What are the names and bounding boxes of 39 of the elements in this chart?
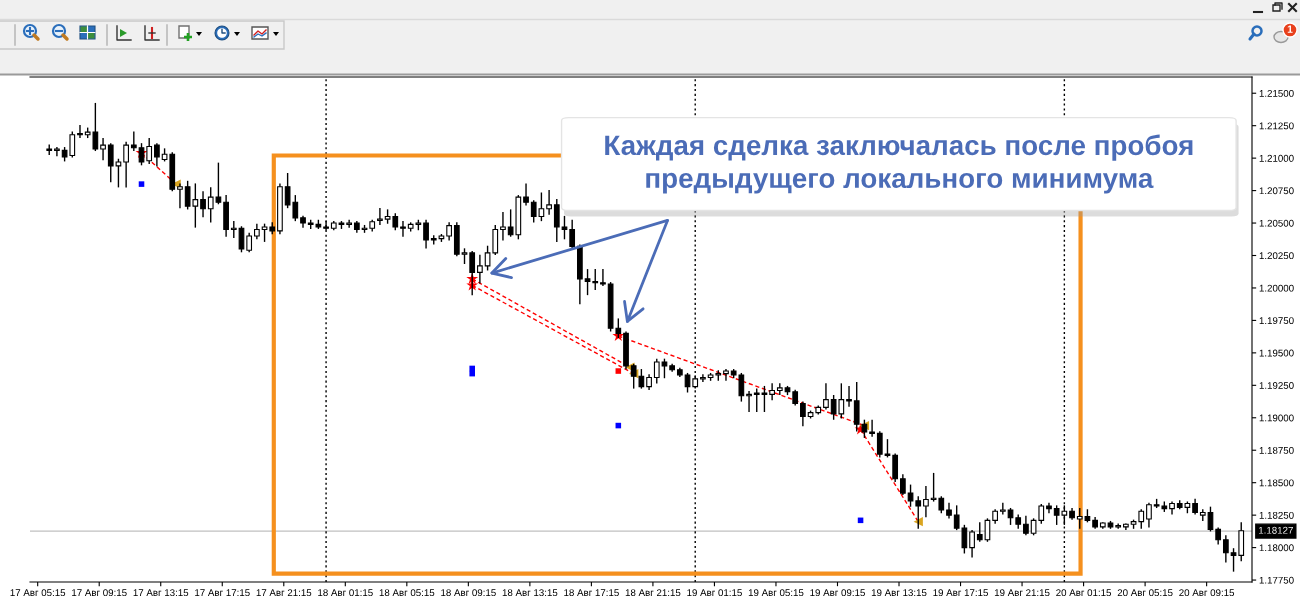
- y-tick-label: 1.20000: [1259, 284, 1294, 292]
- y-tick-label: 1.18500: [1259, 479, 1294, 487]
- x-tick-label: 17 Авг 21:15: [256, 589, 312, 597]
- x-tick-label: 19 Авг 13:15: [871, 589, 927, 597]
- x-tick-label: 18 Авг 13:15: [502, 589, 558, 597]
- x-tick-label: 17 Авг 13:15: [133, 589, 189, 597]
- ref-line-label: 1.18127: [1258, 526, 1293, 534]
- x-tick-label: 18 Авг 09:15: [441, 589, 496, 597]
- x-tick-label: 17 Авг 05:15: [10, 589, 66, 597]
- x-tick-label: 20 Авг 09:15: [1179, 589, 1235, 597]
- x-tick-label: 18 Авг 21:15: [625, 589, 681, 597]
- x-tick-label: 18 Авг 05:15: [379, 589, 435, 597]
- x-tick-label: 19 Авг 05:15: [748, 589, 804, 597]
- annotation: Каждая сделка заключалась после пробоя предыдущего локального минимума: [605, 134, 1193, 194]
- x-tick-label: 19 Авг 17:15: [933, 589, 988, 597]
- y-tick-label: 1.21250: [1259, 122, 1294, 130]
- y-tick-label: 1.18750: [1259, 446, 1294, 454]
- x-tick-label: 19 Авг 21:15: [994, 589, 1050, 597]
- y-tick-label: 1.19500: [1259, 349, 1294, 357]
- y-tick-label: 1.20250: [1259, 252, 1294, 260]
- x-tick-label: 19 Авг 01:15: [687, 589, 742, 597]
- x-tick-label: 17 Авг 17:15: [195, 589, 250, 597]
- y-tick-label: 1.17750: [1259, 576, 1294, 584]
- y-tick-label: 1.20750: [1259, 187, 1294, 195]
- x-tick-label: 17 Авг 09:15: [72, 589, 127, 597]
- y-tick-label: 1.19250: [1259, 382, 1294, 389]
- text: 1: [1287, 25, 1293, 33]
- x-tick-label: 20 Авг 01:15: [1056, 589, 1112, 597]
- y-tick-label: 1.19750: [1259, 317, 1294, 325]
- y-tick-label: 1.21500: [1259, 89, 1294, 97]
- y-tick-label: 1.18000: [1259, 544, 1294, 552]
- x-tick-label: 18 Авг 17:15: [564, 589, 619, 597]
- x-tick-label: 19 Авг 09:15: [810, 589, 865, 597]
- y-tick-label: 1.20500: [1259, 219, 1294, 227]
- y-tick-label: 1.21000: [1259, 154, 1294, 162]
- y-tick-label: 1.19000: [1259, 414, 1294, 422]
- x-tick-label: 18 Авг 01:15: [318, 589, 373, 597]
- y-tick-label: 1.18250: [1259, 511, 1294, 519]
- x-tick-label: 20 Авг 05:15: [1117, 589, 1173, 597]
